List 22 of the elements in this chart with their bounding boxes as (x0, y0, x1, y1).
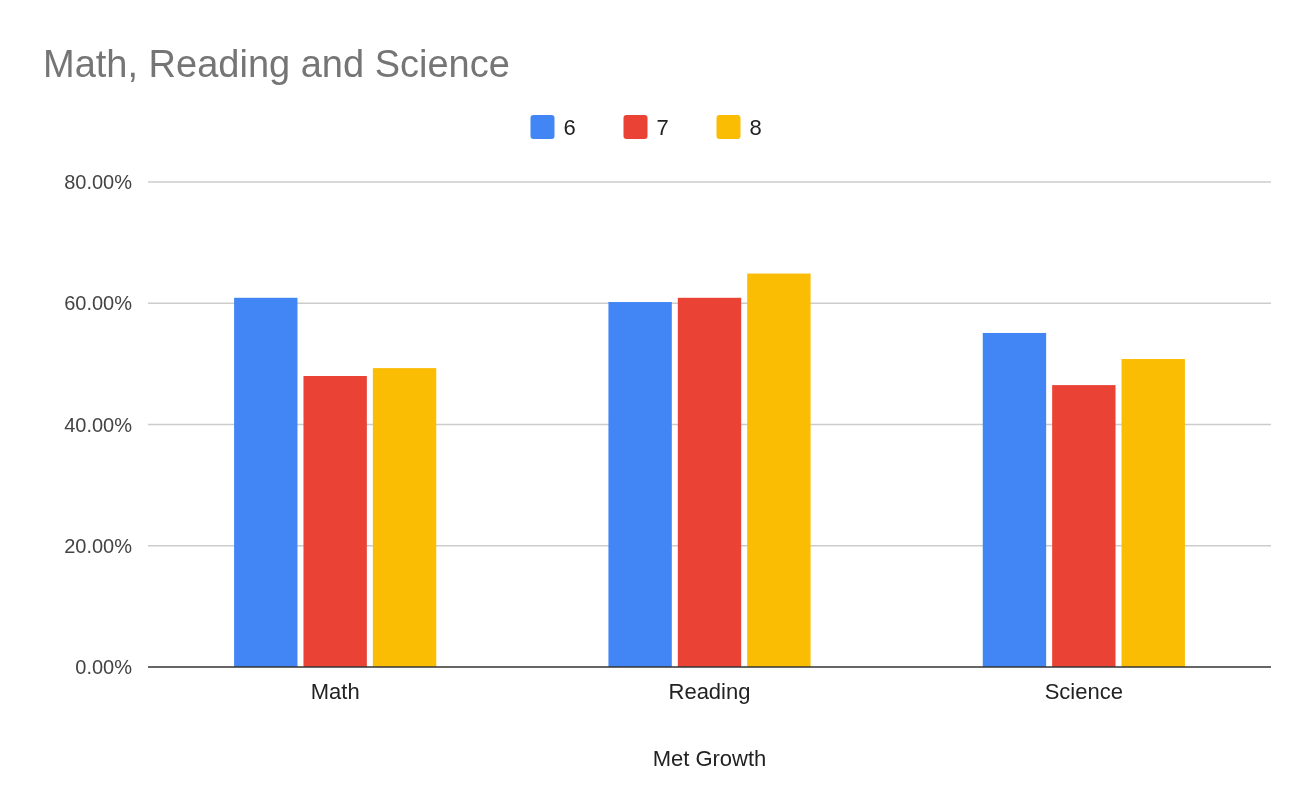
legend-label: 7 (656, 115, 669, 140)
y-tick-label: 0.00% (75, 656, 133, 678)
y-tick-label: 80.00% (64, 171, 133, 193)
bar (608, 302, 672, 667)
bar (677, 297, 742, 667)
bar (372, 368, 437, 667)
x-tick-label: Science (1044, 679, 1123, 704)
x-axis-title: Met Growth (652, 746, 767, 771)
bar (1121, 359, 1185, 667)
bar (234, 297, 298, 667)
y-tick-label: 20.00% (64, 534, 133, 557)
legend-label: 8 (749, 115, 762, 140)
chart-title: Math, Reading and Science (43, 43, 510, 85)
bar (303, 376, 367, 667)
y-tick-label: 60.00% (64, 292, 133, 315)
x-tick-label: Math (310, 679, 360, 704)
x-tick-label: Reading (668, 679, 751, 704)
bar (1052, 385, 1116, 667)
bar (747, 273, 811, 667)
legend-label: 6 (563, 115, 576, 140)
bar (982, 332, 1047, 667)
y-tick-label: 40.00% (64, 413, 133, 436)
